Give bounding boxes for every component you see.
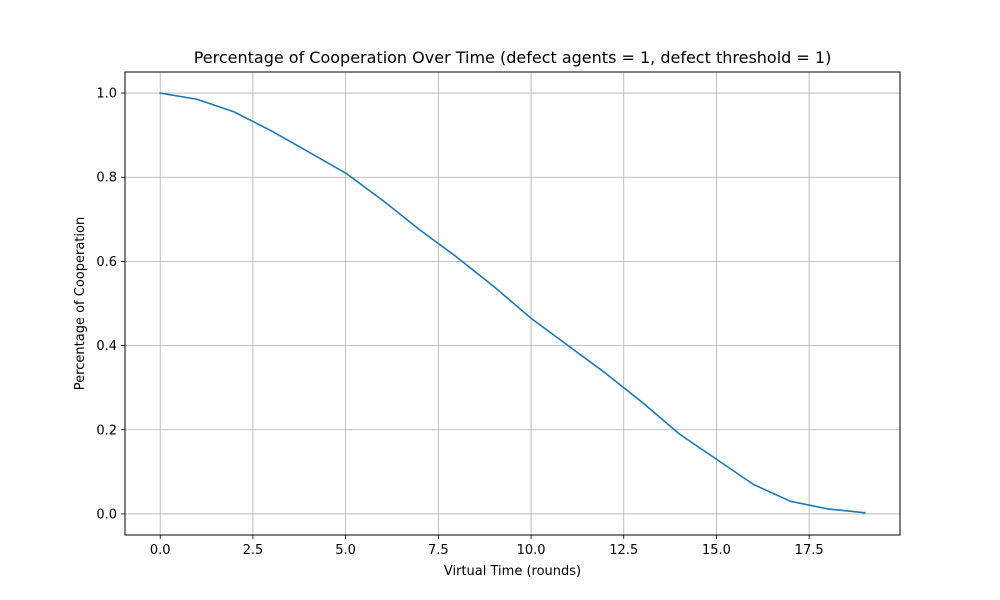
y-tick-label: 0.8 — [96, 171, 117, 186]
x-tick-label: 0.0 — [150, 543, 171, 558]
y-tick-label: 1.0 — [96, 87, 117, 102]
grid-lines — [125, 72, 900, 535]
plot-frame — [124, 71, 901, 536]
chart-title: Percentage of Cooperation Over Time (def… — [194, 48, 832, 67]
y-tick-label: 0.4 — [96, 339, 117, 354]
cooperation-series-line — [159, 92, 866, 514]
x-tick-label: 12.5 — [609, 543, 638, 558]
x-tick-label: 2.5 — [243, 543, 264, 558]
series-layer — [159, 92, 866, 514]
y-tick-label: 0.2 — [96, 423, 117, 438]
x-tick-label: 10.0 — [517, 543, 546, 558]
x-tick-label: 5.0 — [335, 543, 356, 558]
x-tick-label: 15.0 — [702, 543, 731, 558]
x-tick-label: 7.5 — [428, 543, 449, 558]
y-axis-label: Percentage of Cooperation — [73, 217, 88, 390]
x-axis-label: Virtual Time (rounds) — [444, 564, 581, 579]
y-axis-ticks: 0.0 0.2 0.4 0.6 0.8 1.0 — [96, 87, 125, 522]
y-tick-label: 0.0 — [96, 507, 117, 522]
x-tick-label: 17.5 — [795, 543, 824, 558]
y-tick-label: 0.6 — [96, 255, 117, 270]
x-axis-ticks: 0.0 2.5 5.0 7.5 10.0 12.5 15.0 17.5 — [150, 535, 824, 558]
